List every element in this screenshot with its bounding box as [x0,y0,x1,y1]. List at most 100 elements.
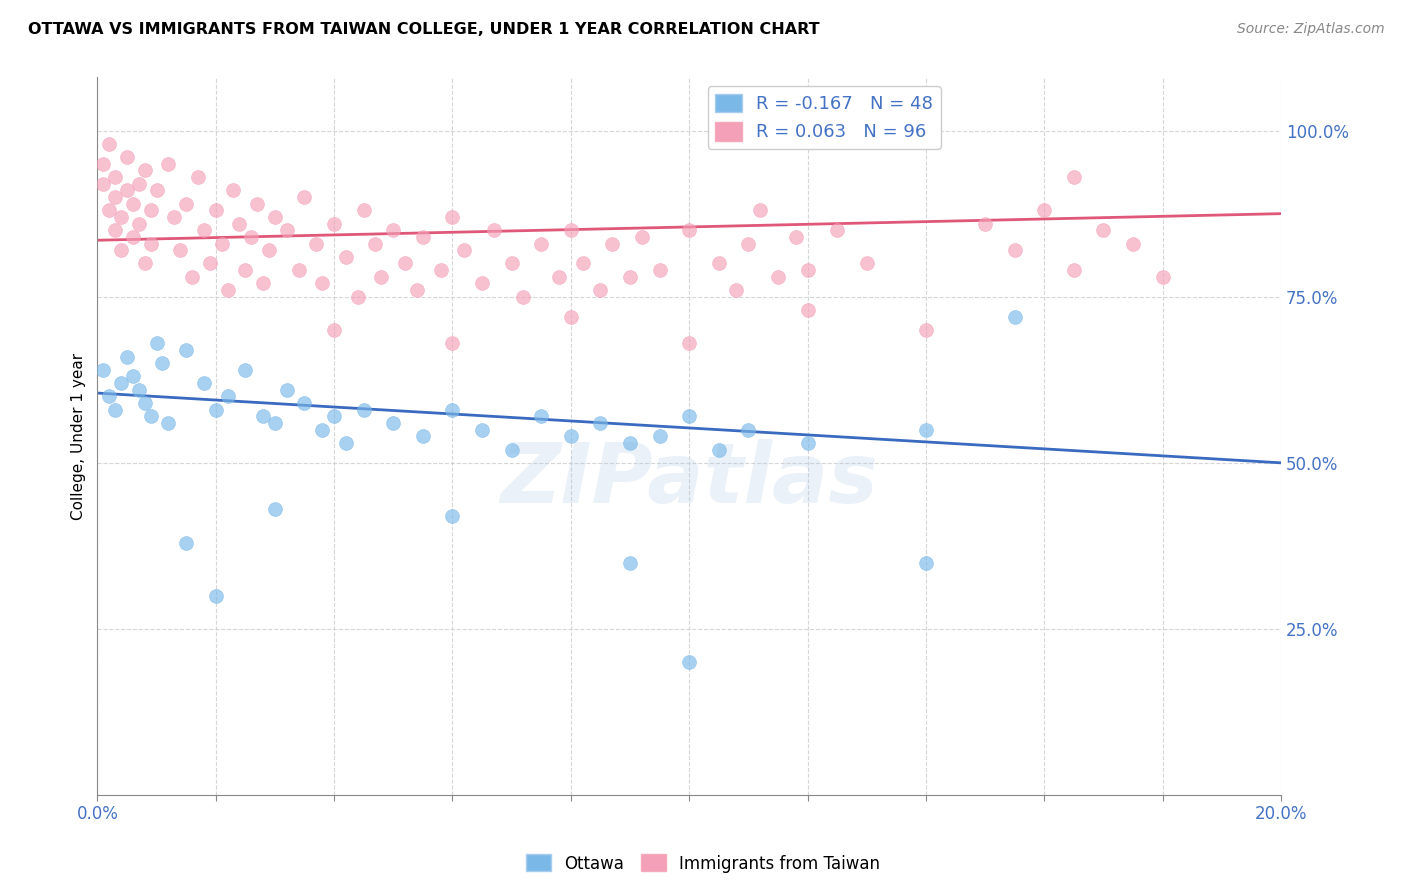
Point [91,177,114,191]
Point [98,389,121,403]
Point [382,223,405,237]
Point [725,283,748,297]
Point [217,389,239,403]
Point [441,508,464,523]
Point [174,196,197,211]
Point [163,210,186,224]
Point [394,256,416,270]
Point [311,423,333,437]
Point [364,236,387,251]
Point [121,369,143,384]
Point [766,269,789,284]
Point [115,350,138,364]
Point [233,363,256,377]
Point [429,263,451,277]
Point [707,442,730,457]
Point [139,203,162,218]
Point [264,502,287,516]
Point [619,556,641,570]
Point [198,256,221,270]
Point [233,263,256,277]
Point [630,230,652,244]
Point [104,190,127,204]
Point [264,416,287,430]
Point [104,170,127,185]
Point [406,283,429,297]
Point [648,263,671,277]
Point [104,402,127,417]
Point [204,402,226,417]
Point [707,256,730,270]
Point [121,230,143,244]
Point [335,436,357,450]
Point [382,416,405,430]
Point [311,277,333,291]
Point [1063,170,1085,185]
Point [246,196,269,211]
Point [1122,236,1144,251]
Point [530,236,553,251]
Point [453,243,475,257]
Point [370,269,392,284]
Point [240,230,263,244]
Point [482,223,505,237]
Point [678,336,700,351]
Point [974,217,997,231]
Point [287,263,309,277]
Point [121,196,143,211]
Point [181,269,204,284]
Point [737,423,759,437]
Point [441,402,464,417]
Point [128,217,150,231]
Point [560,429,582,443]
Point [294,190,316,204]
Point [174,343,197,357]
Point [1092,223,1115,237]
Point [323,323,346,337]
Point [252,277,274,291]
Point [825,223,848,237]
Point [323,217,346,231]
Point [115,150,138,164]
Point [193,223,215,237]
Point [412,230,434,244]
Point [796,436,818,450]
Point [1004,243,1026,257]
Point [353,402,375,417]
Point [104,223,127,237]
Point [134,163,156,178]
Point [228,217,250,231]
Point [412,429,434,443]
Point [91,157,114,171]
Point [169,243,191,257]
Point [471,423,494,437]
Point [353,203,375,218]
Point [91,363,114,377]
Point [134,256,156,270]
Point [796,263,818,277]
Point [346,290,368,304]
Point [257,243,280,257]
Point [571,256,593,270]
Text: ZIPatlas: ZIPatlas [501,439,879,520]
Point [619,269,641,284]
Legend: R = -0.167   N = 48, R = 0.063   N = 96: R = -0.167 N = 48, R = 0.063 N = 96 [707,87,941,149]
Point [855,256,877,270]
Point [222,183,245,197]
Legend: Ottawa, Immigrants from Taiwan: Ottawa, Immigrants from Taiwan [519,847,887,880]
Point [145,183,167,197]
Point [548,269,571,284]
Point [600,236,623,251]
Point [128,177,150,191]
Point [678,655,700,669]
Point [152,356,174,370]
Point [1033,203,1056,218]
Point [560,310,582,324]
Point [110,243,132,257]
Point [305,236,328,251]
Point [915,556,938,570]
Point [204,589,226,603]
Point [501,256,523,270]
Point [187,170,209,185]
Point [134,396,156,410]
